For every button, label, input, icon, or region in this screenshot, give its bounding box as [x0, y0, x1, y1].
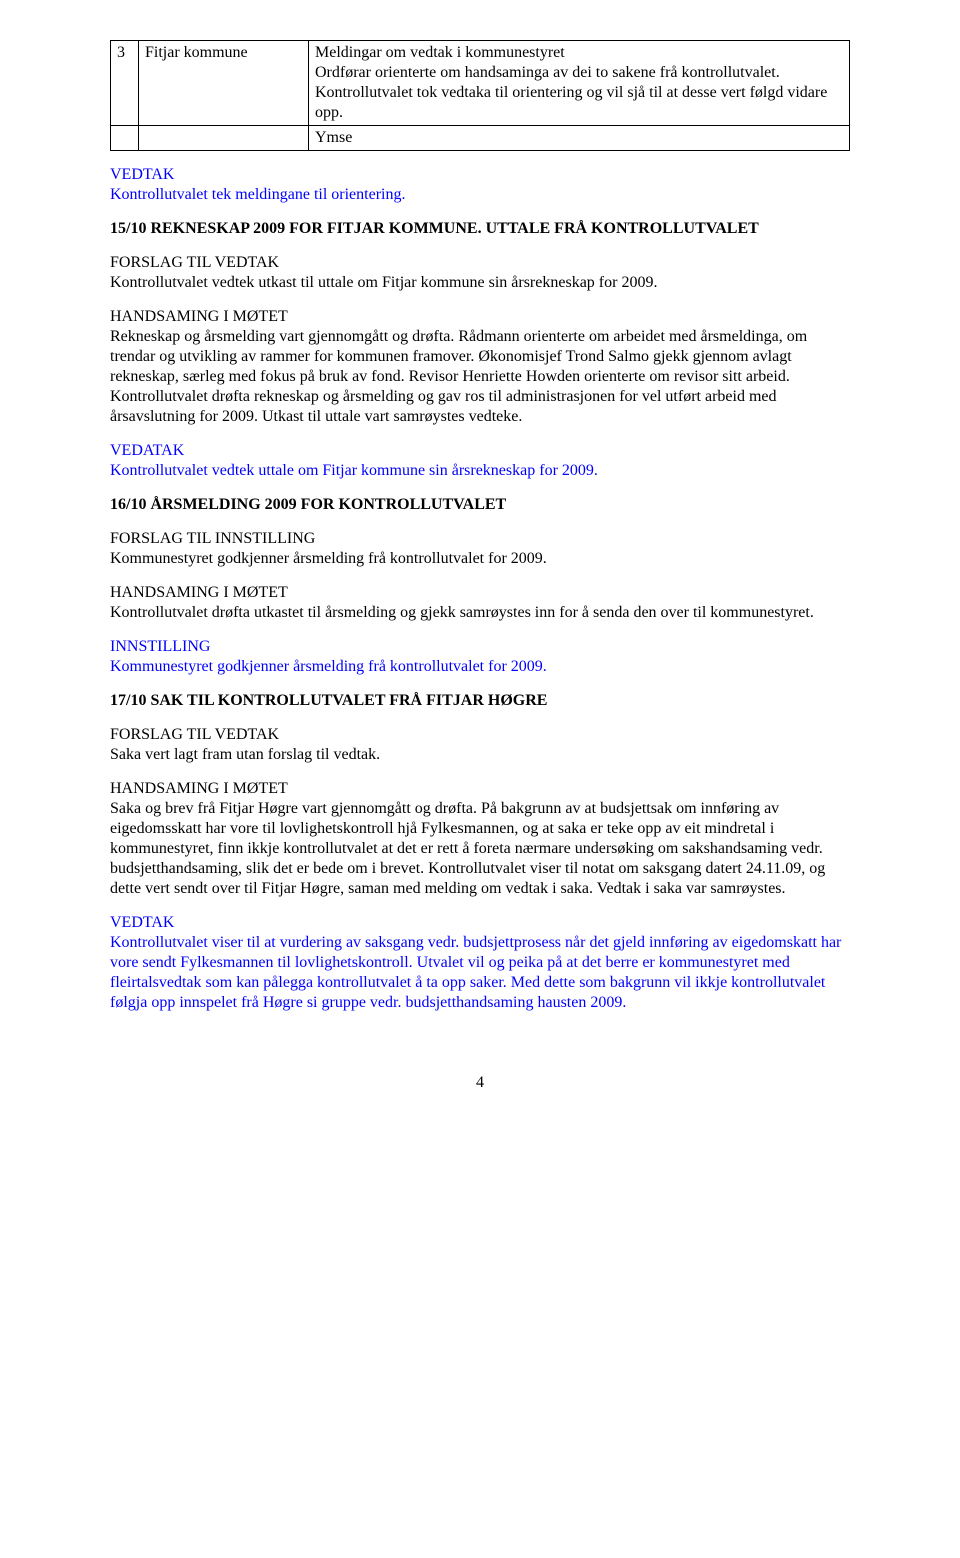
row-entity-empty — [139, 126, 309, 151]
sec16-handsaming-block: HANDSAMING I MØTET Kontrollutvalet drøft… — [110, 583, 850, 623]
sec16-forslag-block: FORSLAG TIL INNSTILLING Kommunestyret go… — [110, 529, 850, 569]
row-description: Ymse — [309, 126, 850, 151]
section-15-title: 15/10 REKNESKAP 2009 FOR FITJAR KOMMUNE.… — [110, 219, 850, 239]
vedtak-text: Kontrollutvalet viser til at vurdering a… — [110, 933, 850, 1013]
handsaming-label: HANDSAMING I MØTET — [110, 779, 850, 799]
row-number-empty — [111, 126, 139, 151]
vedtak-label: VEDTAK — [110, 165, 850, 185]
handsaming-label: HANDSAMING I MØTET — [110, 307, 850, 327]
forslag-til-innstilling-text: Kommunestyret godkjenner årsmelding frå … — [110, 549, 850, 569]
page-number: 4 — [110, 1073, 850, 1093]
section-16-title: 16/10 ÅRSMELDING 2009 FOR KONTROLLUTVALE… — [110, 495, 850, 515]
row-entity: Fitjar kommune — [139, 41, 309, 126]
vedatak-label: VEDATAK — [110, 441, 850, 461]
handsaming-text: Saka og brev frå Fitjar Høgre vart gjenn… — [110, 799, 850, 899]
forslag-til-innstilling-label: FORSLAG TIL INNSTILLING — [110, 529, 850, 549]
vedatak-text: Kontrollutvalet vedtek uttale om Fitjar … — [110, 461, 850, 481]
sec17-handsaming-block: HANDSAMING I MØTET Saka og brev frå Fitj… — [110, 779, 850, 899]
forslag-til-vedtak-text: Saka vert lagt fram utan forslag til ved… — [110, 745, 850, 765]
handsaming-label: HANDSAMING I MØTET — [110, 583, 850, 603]
table-row: 3 Fitjar kommune Meldingar om vedtak i k… — [111, 41, 850, 126]
sec16-innstilling-block: INNSTILLING Kommunestyret godkjenner års… — [110, 637, 850, 677]
sec17-forslag-block: FORSLAG TIL VEDTAK Saka vert lagt fram u… — [110, 725, 850, 765]
forslag-til-vedtak-label: FORSLAG TIL VEDTAK — [110, 253, 850, 273]
forslag-til-vedtak-label: FORSLAG TIL VEDTAK — [110, 725, 850, 745]
sec15-forslag-block: FORSLAG TIL VEDTAK Kontrollutvalet vedte… — [110, 253, 850, 293]
sec15-vedatak-block: VEDATAK Kontrollutvalet vedtek uttale om… — [110, 441, 850, 481]
vedtak-label: VEDTAK — [110, 913, 850, 933]
sec15-handsaming-block: HANDSAMING I MØTET Rekneskap og årsmeldi… — [110, 307, 850, 427]
table-row: Ymse — [111, 126, 850, 151]
handsaming-text: Kontrollutvalet drøfta utkastet til årsm… — [110, 603, 850, 623]
row-description: Meldingar om vedtak i kommunestyret Ordf… — [309, 41, 850, 126]
section-17-title: 17/10 SAK TIL KONTROLLUTVALET FRÅ FITJAR… — [110, 691, 850, 711]
vedtak-text: Kontrollutvalet tek meldingane til orien… — [110, 185, 850, 205]
innstilling-label: INNSTILLING — [110, 637, 850, 657]
vedtak-block: VEDTAK Kontrollutvalet tek meldingane ti… — [110, 165, 850, 205]
innstilling-text: Kommunestyret godkjenner årsmelding frå … — [110, 657, 850, 677]
row-number: 3 — [111, 41, 139, 126]
meeting-table: 3 Fitjar kommune Meldingar om vedtak i k… — [110, 40, 850, 151]
sec17-vedtak-block: VEDTAK Kontrollutvalet viser til at vurd… — [110, 913, 850, 1013]
handsaming-text: Rekneskap og årsmelding vart gjennomgått… — [110, 327, 850, 427]
forslag-til-vedtak-text: Kontrollutvalet vedtek utkast til uttale… — [110, 273, 850, 293]
